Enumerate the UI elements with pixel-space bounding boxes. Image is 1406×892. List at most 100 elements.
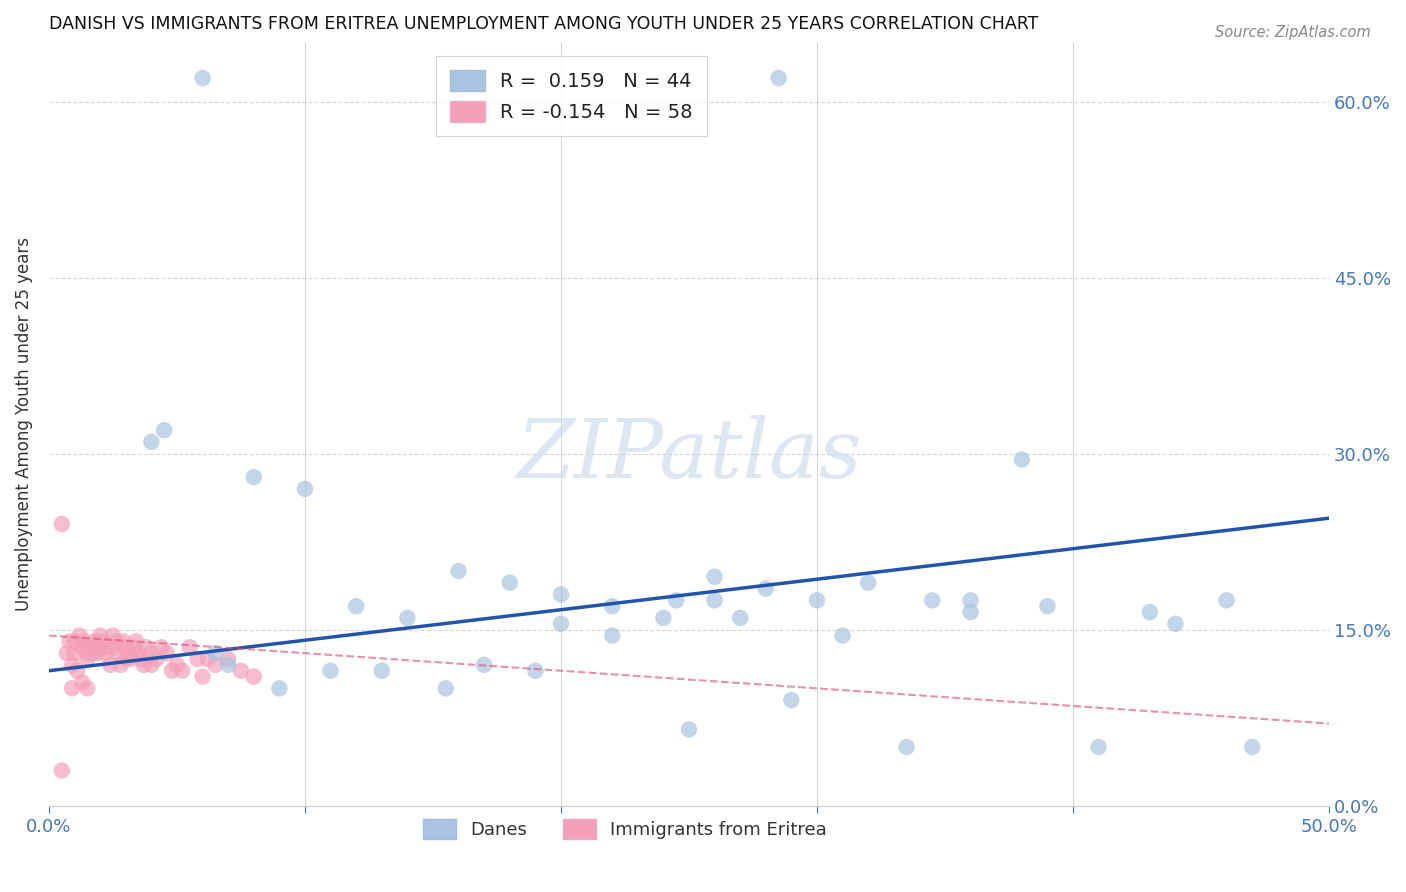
- Point: [191, 71, 214, 86]
- Point: [141, 646, 163, 660]
- Point: [79, 640, 101, 655]
- Point: [434, 681, 457, 696]
- Point: [269, 681, 291, 696]
- Point: [76, 646, 98, 660]
- Point: [60, 681, 83, 696]
- Point: [110, 657, 132, 672]
- Point: [371, 664, 394, 678]
- Point: [179, 640, 201, 655]
- Point: [101, 640, 124, 655]
- Point: [84, 634, 107, 648]
- Point: [60, 657, 83, 672]
- Point: [896, 739, 918, 754]
- Point: [56, 646, 79, 660]
- Point: [120, 652, 142, 666]
- Point: [172, 664, 194, 678]
- Point: [217, 657, 239, 672]
- Point: [141, 657, 163, 672]
- Point: [1011, 452, 1033, 467]
- Point: [191, 670, 214, 684]
- Point: [831, 628, 853, 642]
- Point: [1139, 605, 1161, 619]
- Point: [472, 657, 495, 672]
- Point: [600, 599, 623, 614]
- Point: [122, 640, 145, 655]
- Point: [58, 634, 80, 648]
- Point: [768, 71, 790, 86]
- Point: [86, 646, 108, 660]
- Point: [76, 652, 98, 666]
- Point: [728, 611, 751, 625]
- Point: [82, 646, 104, 660]
- Point: [129, 652, 152, 666]
- Point: [499, 575, 522, 590]
- Text: DANISH VS IMMIGRANTS FROM ERITREA UNEMPLOYMENT AMONG YOUTH UNDER 25 YEARS CORREL: DANISH VS IMMIGRANTS FROM ERITREA UNEMPL…: [49, 15, 1039, 33]
- Point: [242, 670, 264, 684]
- Point: [73, 634, 96, 648]
- Point: [524, 664, 547, 678]
- Point: [447, 564, 470, 578]
- Point: [112, 634, 135, 648]
- Point: [51, 764, 73, 778]
- Point: [107, 646, 129, 660]
- Point: [1241, 739, 1264, 754]
- Point: [806, 593, 828, 607]
- Point: [104, 634, 127, 648]
- Point: [665, 593, 688, 607]
- Point: [1215, 593, 1237, 607]
- Point: [91, 634, 114, 648]
- Point: [69, 628, 91, 642]
- Point: [117, 646, 139, 660]
- Point: [63, 634, 86, 648]
- Point: [1164, 616, 1187, 631]
- Point: [856, 575, 879, 590]
- Point: [63, 646, 86, 660]
- Point: [76, 681, 98, 696]
- Point: [229, 664, 252, 678]
- Point: [101, 628, 124, 642]
- Point: [51, 516, 73, 531]
- Point: [959, 605, 981, 619]
- Point: [97, 640, 120, 655]
- Point: [94, 646, 117, 660]
- Point: [150, 640, 173, 655]
- Point: [145, 652, 167, 666]
- Point: [780, 693, 803, 707]
- Point: [294, 482, 316, 496]
- Point: [114, 652, 136, 666]
- Point: [652, 611, 675, 625]
- Point: [128, 646, 150, 660]
- Point: [204, 657, 226, 672]
- Point: [153, 423, 176, 437]
- Point: [703, 593, 725, 607]
- Y-axis label: Unemployment Among Youth under 25 years: Unemployment Among Youth under 25 years: [15, 237, 32, 611]
- Point: [921, 593, 943, 607]
- Point: [132, 657, 155, 672]
- Point: [156, 646, 179, 660]
- Point: [319, 664, 342, 678]
- Point: [197, 652, 219, 666]
- Point: [114, 640, 136, 655]
- Point: [396, 611, 419, 625]
- Point: [755, 582, 778, 596]
- Point: [217, 652, 239, 666]
- Point: [600, 628, 623, 642]
- Legend: Danes, Immigrants from Eritrea: Danes, Immigrants from Eritrea: [416, 812, 834, 847]
- Point: [125, 634, 148, 648]
- Point: [242, 470, 264, 484]
- Point: [959, 593, 981, 607]
- Point: [1087, 739, 1109, 754]
- Point: [135, 640, 157, 655]
- Point: [550, 587, 572, 601]
- Point: [66, 664, 89, 678]
- Point: [344, 599, 367, 614]
- Point: [141, 434, 163, 449]
- Point: [72, 640, 94, 655]
- Point: [100, 657, 122, 672]
- Point: [89, 640, 111, 655]
- Point: [72, 675, 94, 690]
- Point: [703, 570, 725, 584]
- Point: [204, 646, 226, 660]
- Point: [166, 657, 188, 672]
- Point: [1036, 599, 1059, 614]
